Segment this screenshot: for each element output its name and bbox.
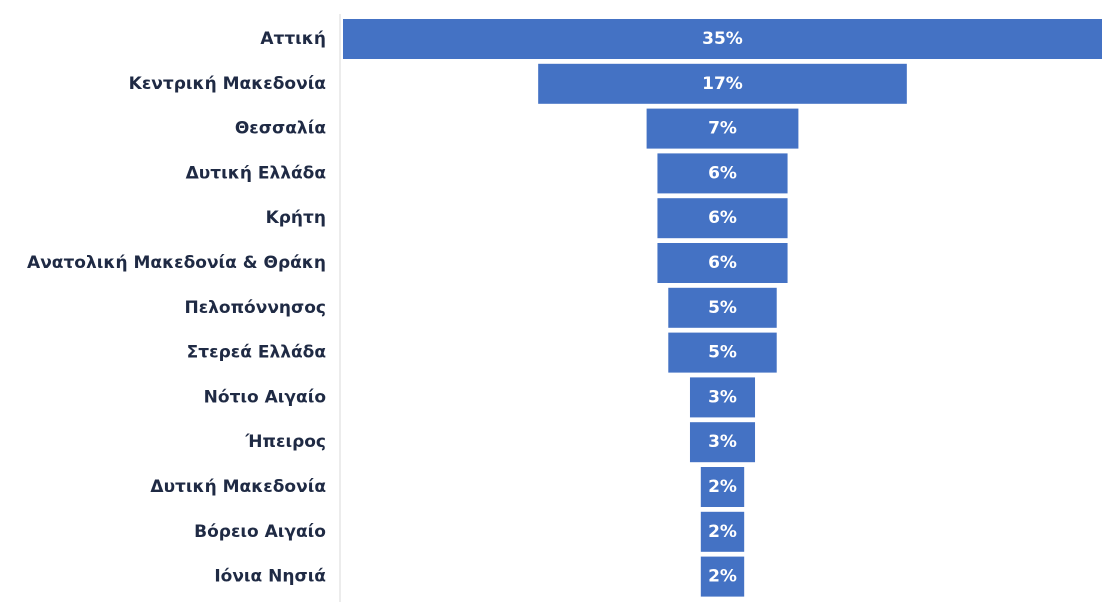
category-label: Θεσσαλία	[235, 119, 326, 139]
category-label: Δυτική Μακεδονία	[150, 477, 326, 497]
category-label: Βόρειο Αιγαίο	[194, 522, 326, 542]
category-label: Ιόνια Νησιά	[214, 567, 326, 587]
category-label: Αττική	[260, 29, 326, 49]
funnel-bars	[343, 19, 1102, 597]
bar-value-label: 17%	[702, 74, 743, 94]
category-label: Ήπειρος	[244, 432, 326, 452]
category-label: Κρήτη	[266, 208, 326, 228]
category-label: Κεντρική Μακεδονία	[129, 74, 326, 94]
category-label: Πελοπόννησος	[184, 298, 326, 318]
bar-value-label: 5%	[708, 298, 737, 318]
category-labels: Αττική Κεντρική Μακεδονία Θεσσαλία Δυτική Ε…	[27, 29, 326, 587]
funnel-bar	[700, 556, 745, 597]
bar-value-label: 2%	[708, 522, 737, 542]
funnel-bar	[668, 332, 777, 373]
funnel-bar	[700, 511, 745, 552]
funnel-bar	[657, 198, 788, 239]
funnel-bar	[689, 377, 756, 418]
bar-value-labels: 35% 17% 7% 6% 6% 6% 5% 5% 3% 3% 2% 2% 2%	[702, 29, 743, 587]
bar-value-label: 3%	[708, 387, 737, 407]
bar-value-label: 6%	[708, 208, 737, 228]
funnel-bar	[538, 63, 907, 104]
category-label: Νότιο Αιγαίο	[204, 387, 326, 407]
bar-value-label: 2%	[708, 567, 737, 587]
category-label: Δυτική Ελλάδα	[186, 163, 326, 183]
funnel-bar	[668, 287, 777, 328]
funnel-bar	[646, 108, 799, 149]
bar-value-label: 5%	[708, 343, 737, 363]
bar-value-label: 35%	[702, 29, 743, 49]
bar-value-label: 6%	[708, 163, 737, 183]
funnel-bar	[700, 467, 745, 507]
category-label: Στερεά Ελλάδα	[187, 343, 326, 363]
funnel-bar	[343, 19, 1102, 59]
funnel-bar	[657, 243, 788, 283]
funnel-bar	[657, 153, 788, 194]
bar-value-label: 7%	[708, 119, 737, 139]
bar-value-label: 6%	[708, 253, 737, 273]
bar-value-label: 2%	[708, 477, 737, 497]
category-label: Ανατολική Μακεδονία & Θράκη	[27, 253, 326, 273]
bar-value-label: 3%	[708, 432, 737, 452]
funnel-bar	[689, 422, 756, 463]
